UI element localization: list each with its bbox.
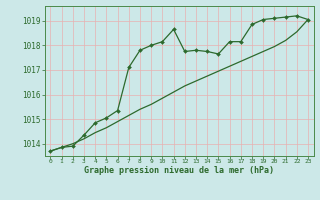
X-axis label: Graphe pression niveau de la mer (hPa): Graphe pression niveau de la mer (hPa) bbox=[84, 166, 274, 175]
